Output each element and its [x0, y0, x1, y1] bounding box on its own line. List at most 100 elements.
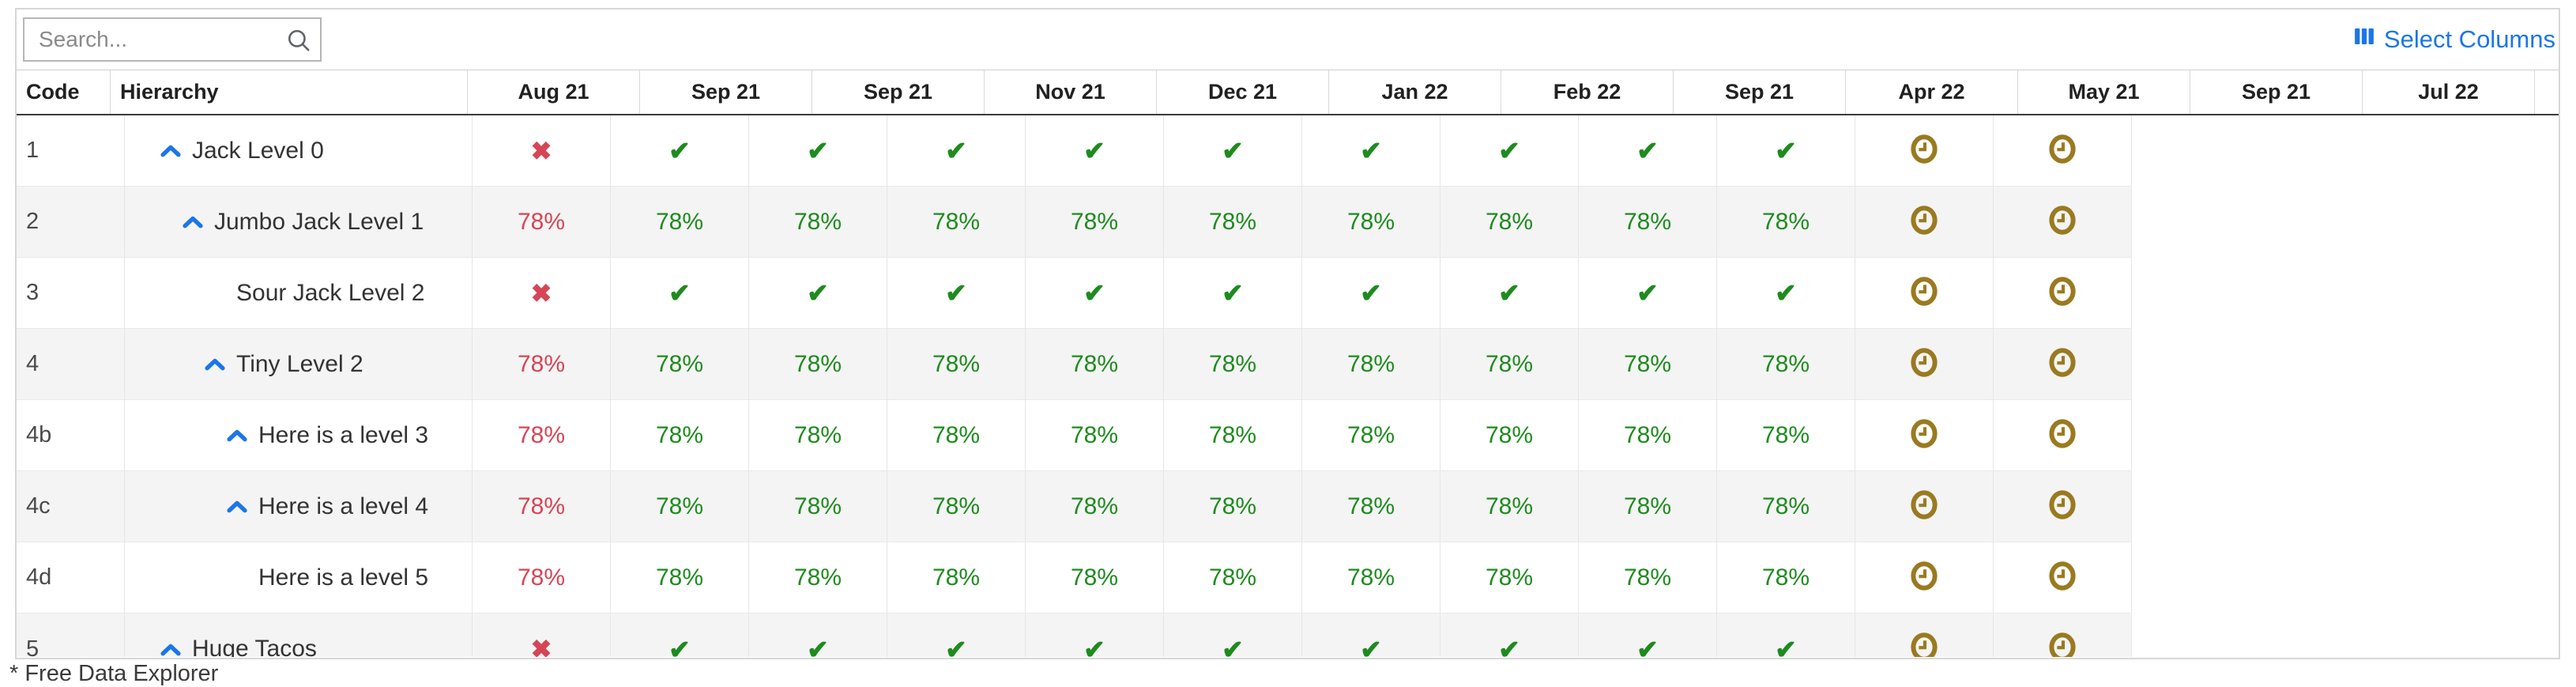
columns-icon	[2352, 25, 2376, 55]
status-cell	[1994, 115, 2132, 186]
status-cell: 78%	[611, 187, 749, 257]
status-pass-icon: ✔	[945, 278, 967, 308]
chevron-up-icon[interactable]	[182, 213, 204, 231]
status-cell: 78%	[1164, 329, 1302, 399]
pct-value: 78%	[1346, 564, 1395, 591]
status-cell: 78%	[1717, 329, 1855, 399]
row-label: Here is a level 3	[258, 421, 429, 448]
header-month: Dec 21	[1157, 70, 1329, 114]
pct-value: 78%	[1346, 208, 1395, 235]
pct-value: 78%	[1761, 564, 1810, 591]
status-cell	[1855, 115, 1994, 186]
pct-value: 78%	[1208, 493, 1257, 519]
header-month: Jul 22	[2363, 70, 2535, 114]
status-cell: ✔	[1026, 613, 1164, 657]
header-month: Sep 21	[1674, 70, 1846, 114]
status-cell: 78%	[1026, 542, 1164, 613]
status-cell: 78%	[1717, 471, 1855, 542]
status-cell: 78%	[749, 329, 887, 399]
status-cell: 78%	[1441, 471, 1579, 542]
row-hierarchy-cell: Jack Level 0	[125, 115, 473, 186]
clock-icon	[1909, 417, 1939, 455]
indent-spacer	[226, 577, 258, 578]
clock-icon	[1909, 630, 1939, 657]
chevron-up-icon[interactable]	[226, 498, 248, 515]
toolbar: Select Columns	[17, 9, 2559, 70]
pct-value: 78%	[1070, 421, 1119, 448]
table-row: 4c Here is a level 4 78% 78% 78% 78% 78% 78% 78%…	[17, 471, 2132, 542]
status-cell: 78%	[1302, 471, 1441, 542]
pct-value: 78%	[1208, 421, 1257, 448]
pct-value: 78%	[1070, 208, 1119, 235]
table-row: 4b Here is a level 3 78% 78% 78% 78% 78% 78% 78%…	[17, 400, 2132, 471]
status-cell: 78%	[1717, 400, 1855, 470]
chevron-up-icon[interactable]	[204, 356, 226, 373]
clock-icon	[2047, 417, 2077, 455]
table-row: 1 Jack Level 0 ✖ ✔ ✔ ✔ ✔ ✔ ✔ ✔ ✔ ✔	[17, 115, 2132, 187]
pct-value: 78%	[1070, 564, 1119, 591]
pct-value: 78%	[1070, 350, 1119, 377]
status-cell: ✔	[1026, 115, 1164, 186]
pct-value: 78%	[1623, 421, 1672, 448]
header-month: Apr 22	[1846, 70, 2018, 114]
row-label: Huge Tacos	[192, 636, 317, 657]
status-cell: ✔	[611, 613, 749, 657]
status-cell: 78%	[887, 329, 1026, 399]
status-pass-icon: ✔	[1636, 136, 1659, 165]
status-cell: ✔	[749, 613, 887, 657]
status-cell: 78%	[473, 329, 611, 399]
table-row: 4d Here is a level 5 78% 78% 78% 78% 78% 78% 78%…	[17, 542, 2132, 613]
status-pass-icon: ✔	[945, 136, 967, 165]
chevron-up-icon[interactable]	[160, 142, 182, 160]
pct-value: 78%	[932, 564, 981, 591]
status-fail-icon: ✖	[530, 635, 552, 657]
status-cell	[1994, 258, 2132, 328]
status-cell: 78%	[749, 471, 887, 542]
status-pass-icon: ✔	[807, 278, 829, 308]
search-input[interactable]	[24, 20, 269, 59]
status-cell: 78%	[1717, 542, 1855, 613]
status-pass-icon: ✔	[1360, 136, 1382, 165]
status-cell	[1994, 542, 2132, 613]
status-cell: ✔	[1441, 613, 1579, 657]
clock-icon	[1909, 132, 1939, 170]
status-cell: 78%	[1441, 400, 1579, 470]
chevron-up-icon[interactable]	[226, 427, 248, 444]
status-cell: 78%	[749, 187, 887, 257]
clock-icon	[1909, 345, 1939, 383]
row-hierarchy-cell: Sour Jack Level 2	[125, 258, 473, 328]
chevron-up-icon[interactable]	[160, 640, 182, 657]
status-cell: 78%	[611, 471, 749, 542]
status-cell: 78%	[1441, 329, 1579, 399]
clock-icon	[2047, 559, 2077, 597]
status-cell: 78%	[1026, 471, 1164, 542]
header-month: Sep 21	[2190, 70, 2363, 114]
row-label: Here is a level 4	[258, 493, 429, 519]
header-month: Sep 21	[812, 70, 985, 114]
status-cell: 78%	[1302, 329, 1441, 399]
status-pass-icon: ✔	[1083, 634, 1105, 658]
status-cell: ✔	[749, 115, 887, 186]
header-month: Nov 21	[985, 70, 1157, 114]
status-cell: 78%	[887, 471, 1026, 542]
pct-value: 78%	[793, 208, 842, 235]
status-cell: ✔	[1302, 258, 1441, 328]
status-pass-icon: ✔	[668, 278, 691, 308]
status-pass-icon: ✔	[1636, 634, 1659, 658]
status-pass-icon: ✔	[1360, 278, 1382, 308]
status-pass-icon: ✔	[807, 634, 829, 658]
row-label: Jumbo Jack Level 1	[214, 208, 424, 235]
search-icon[interactable]	[285, 27, 312, 58]
header-month: Sep 21	[640, 70, 812, 114]
status-cell: 78%	[1026, 187, 1164, 257]
clock-icon	[2047, 274, 2077, 312]
table-row: 4 Tiny Level 2 78% 78% 78% 78% 78% 78% 78% 78% 78%…	[17, 329, 2132, 400]
row-code: 4b	[17, 400, 125, 470]
status-cell: 78%	[887, 187, 1026, 257]
select-columns-button[interactable]: Select Columns	[2352, 25, 2555, 55]
pct-value: 78%	[1208, 350, 1257, 377]
status-cell: ✖	[473, 613, 611, 657]
status-pass-icon: ✔	[1498, 634, 1520, 658]
status-cell: 78%	[1302, 542, 1441, 613]
status-cell: 78%	[1579, 400, 1717, 470]
